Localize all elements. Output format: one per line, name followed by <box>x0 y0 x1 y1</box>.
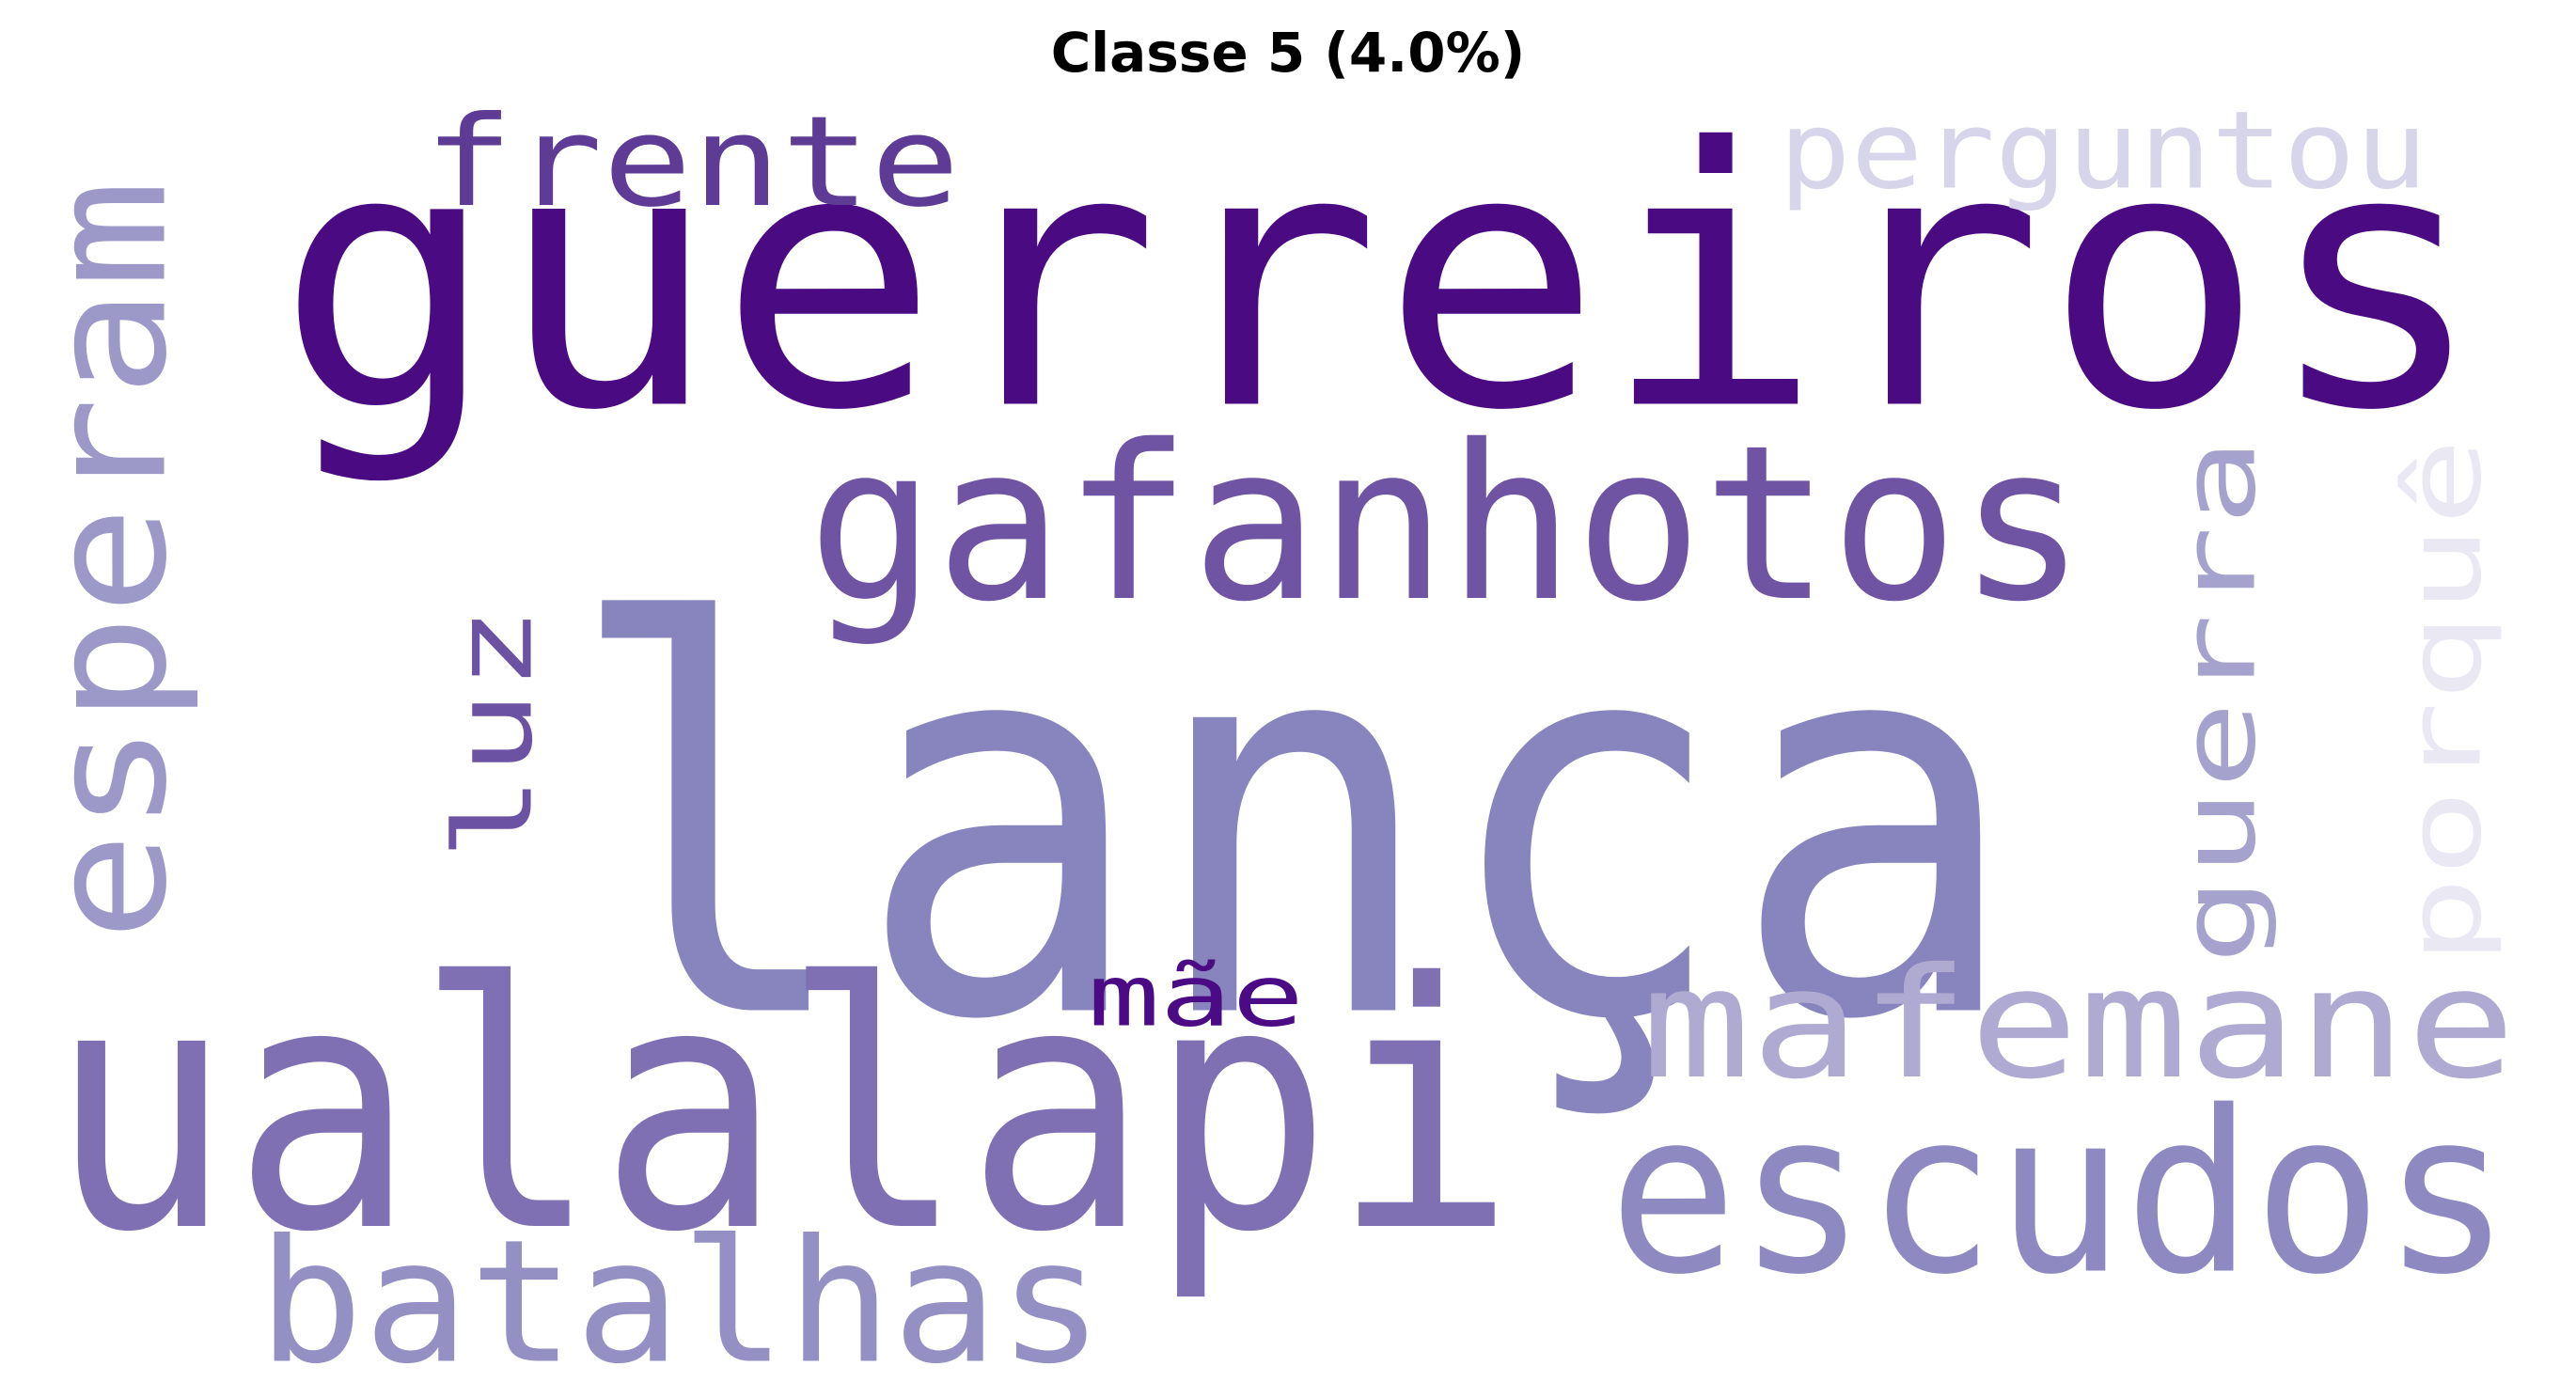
word-esperam: esperam <box>16 180 203 941</box>
word-frente: frente <box>424 90 960 235</box>
word-escudos: escudos <box>1609 1064 2511 1325</box>
word-guerreiros: guerreiros <box>276 72 2486 489</box>
word-guerra: guerra <box>2160 438 2279 965</box>
word-porque: porquê <box>2385 438 2505 965</box>
chart-title: Classe 5 (4.0%) <box>1050 21 1526 85</box>
word-mae: mãe <box>1088 948 1304 1046</box>
word-gafanhotos: gafanhotos <box>808 399 2086 649</box>
word-perguntou: perguntou <box>1779 88 2427 213</box>
word-luz: luz <box>432 606 557 860</box>
word-ualalapi: ualalapi <box>49 912 1516 1307</box>
word-batalhas: batalhas <box>258 1203 1104 1382</box>
word-lanca: lança <box>564 514 2021 1138</box>
word-mafemane: mafemane <box>1641 936 2516 1113</box>
